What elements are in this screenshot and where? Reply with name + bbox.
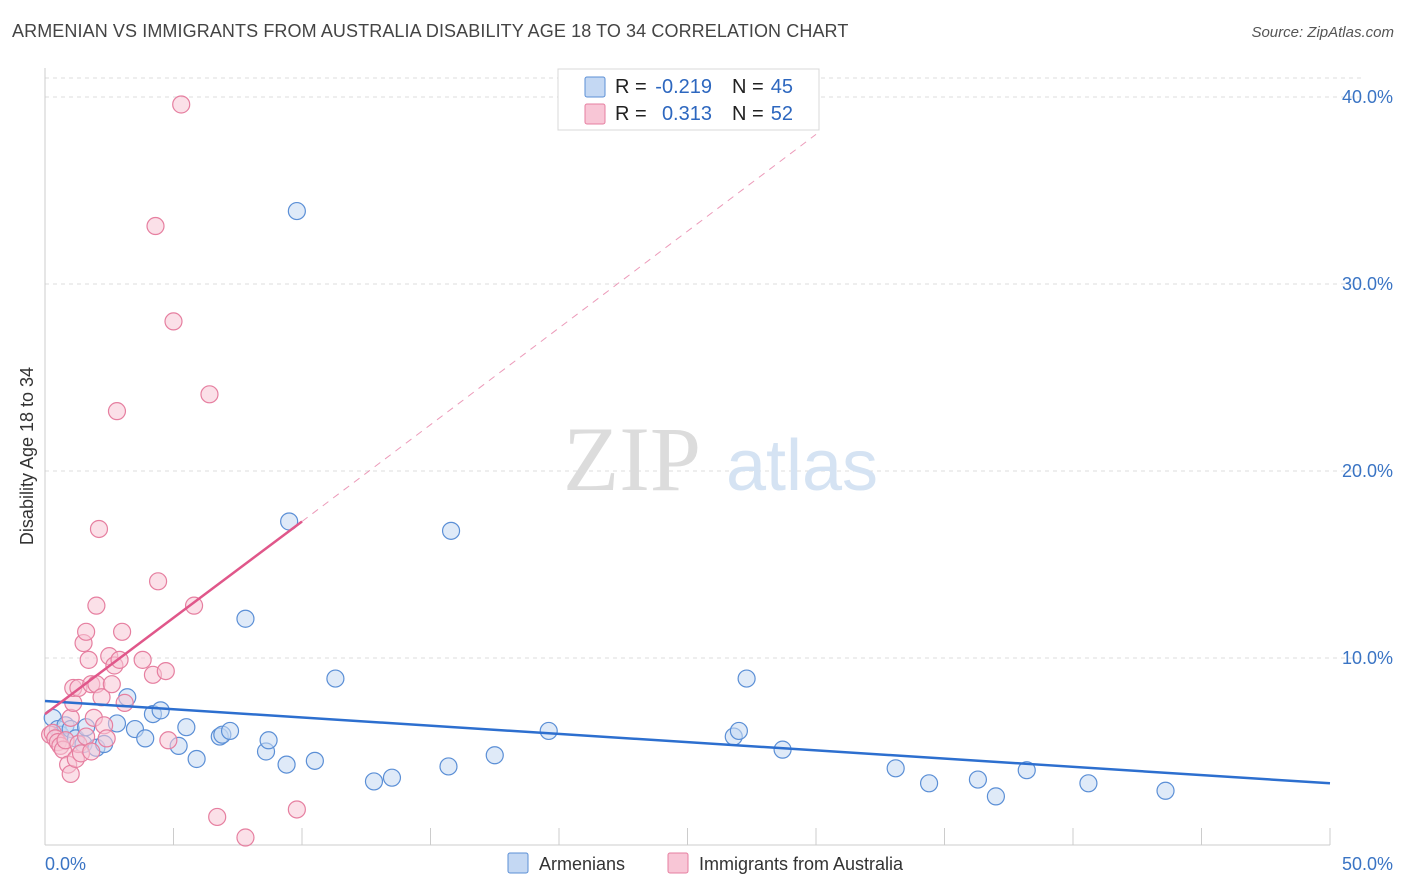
point-armenians	[737, 669, 756, 688]
point-immigrants	[208, 807, 227, 827]
x-tick-label-min: 0.0%	[45, 854, 86, 874]
stats-legend: R = -0.219 N = 45 R = 0.313 N = 52	[557, 68, 820, 131]
point-armenians	[177, 718, 196, 737]
point-armenians	[382, 768, 402, 787]
x-tick-label-max: 50.0%	[1342, 854, 1393, 874]
source-credit: Source: ZipAtlas.com	[1251, 24, 1394, 41]
series-legend: Armenians Immigrants from Australia	[507, 852, 904, 874]
point-armenians	[277, 755, 296, 774]
point-armenians	[439, 757, 458, 776]
point-armenians	[287, 201, 306, 221]
legend-r-label-2: R =	[615, 103, 647, 125]
point-immigrants	[77, 622, 96, 641]
watermark-zip: ZIP	[563, 408, 701, 510]
point-immigrants	[115, 693, 134, 712]
point-armenians	[364, 772, 384, 791]
point-immigrants	[159, 731, 178, 750]
point-immigrants	[172, 95, 191, 114]
legend-swatch-immigrants	[584, 103, 606, 125]
y-tick-label: 10.0%	[1342, 648, 1393, 668]
point-immigrants	[184, 596, 204, 615]
chart-title: ARMENIAN VS IMMIGRANTS FROM AUSTRALIA DI…	[12, 21, 849, 41]
grid-lines	[45, 77, 1365, 659]
point-immigrants	[133, 650, 152, 669]
trend-lines	[44, 134, 1331, 785]
point-immigrants	[87, 596, 106, 615]
y-tick-label: 20.0%	[1342, 461, 1393, 481]
legend-n-value-2: 52	[771, 103, 793, 125]
point-armenians	[539, 721, 558, 741]
point-immigrants	[200, 385, 219, 404]
trend-line-immigrants-extension	[301, 134, 817, 522]
point-armenians	[886, 759, 905, 778]
point-immigrants	[61, 708, 80, 727]
point-immigrants	[82, 742, 101, 761]
point-immigrants	[107, 402, 127, 421]
legend-swatch-armenians	[584, 76, 606, 98]
point-armenians	[326, 669, 345, 688]
legend-r-value-1: -0.219	[655, 76, 712, 98]
point-armenians	[187, 749, 206, 769]
point-immigrants	[164, 312, 183, 331]
watermark: ZIP atlas	[563, 408, 878, 510]
point-armenians	[220, 721, 240, 741]
point-immigrants	[79, 650, 98, 669]
point-armenians	[305, 751, 324, 770]
point-armenians	[968, 770, 988, 789]
point-armenians	[259, 731, 278, 750]
point-armenians	[1156, 781, 1175, 800]
point-armenians	[1017, 761, 1036, 780]
point-armenians	[729, 721, 749, 741]
point-immigrants	[156, 661, 175, 681]
point-immigrants	[97, 729, 116, 748]
point-armenians	[485, 746, 504, 765]
bottom-legend-immigrants: Immigrants from Australia	[699, 854, 904, 874]
point-immigrants	[287, 800, 306, 819]
point-immigrants	[102, 675, 121, 694]
point-armenians	[136, 729, 155, 748]
bottom-legend-armenians: Armenians	[539, 854, 625, 874]
y-axis-label: Disability Age 18 to 34	[17, 367, 37, 545]
bottom-legend-swatch-armenians	[507, 852, 529, 874]
data-points	[41, 95, 1175, 847]
legend-r-label-1: R =	[615, 76, 647, 98]
point-immigrants	[148, 572, 168, 591]
point-immigrants	[89, 519, 109, 539]
point-armenians	[441, 521, 461, 540]
point-immigrants	[146, 216, 165, 236]
legend-n-label-1: N =	[732, 76, 764, 98]
legend-r-value-2: 0.313	[662, 103, 712, 125]
legend-n-value-1: 45	[771, 76, 793, 98]
point-armenians	[986, 787, 1006, 806]
watermark-atlas: atlas	[726, 426, 878, 506]
point-immigrants	[236, 828, 255, 847]
point-armenians	[151, 701, 170, 720]
y-tick-label: 40.0%	[1342, 87, 1393, 107]
point-immigrants	[112, 622, 132, 641]
point-armenians	[1079, 774, 1098, 793]
y-tick-label: 30.0%	[1342, 274, 1393, 294]
point-armenians	[919, 774, 939, 793]
trend-line-immigrants	[44, 520, 303, 716]
point-armenians	[236, 609, 255, 628]
bottom-legend-swatch-immigrants	[667, 852, 689, 874]
legend-n-label-2: N =	[732, 103, 764, 125]
trend-line-armenians	[44, 699, 1331, 785]
